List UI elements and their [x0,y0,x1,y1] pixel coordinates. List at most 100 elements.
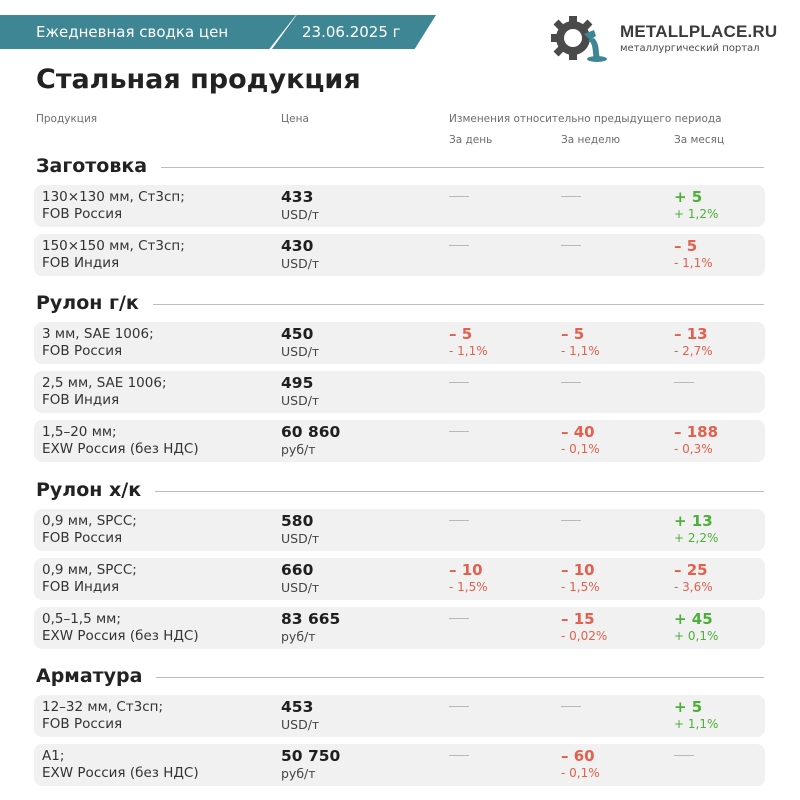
price-unit: руб/т [281,442,316,457]
product-basis: FOB Индия [42,255,120,271]
table-row: 150×150 мм, Ст3сп; FOB Индия 430 USD/т – 5- … [34,234,765,276]
logo-subtitle: металлургический портал [620,43,760,54]
product-basis: EXW Россия (без НДС) [42,765,199,781]
change-value: – 188 [674,423,719,441]
column-header-month: За месяц [674,134,725,146]
banner-date-shape [272,15,436,49]
change-percent: - 1,5% [561,580,600,594]
change-value: – 5 [674,237,698,255]
change-week: – 10- 1,5% [561,561,671,596]
no-change-dash [449,706,469,707]
column-header-day: За день [449,134,493,146]
no-change-dash [449,618,469,619]
change-percent: - 0,3% [674,442,713,456]
change-month: + 5 + 1,2% [674,188,784,223]
section-title: Рулон х/к [36,479,156,501]
product-name: 130×130 мм, Ст3сп; FOB Россия [42,189,185,223]
section-title: Арматура [36,665,157,687]
section-title: Рулон г/к [36,292,153,314]
gear-logo-icon [551,16,607,62]
change-percent: - 1,5% [449,580,488,594]
banner-label: Ежедневная сводка цен [36,23,229,41]
price-value: 433 [281,188,314,206]
change-month: – 25- 3,6% [674,561,784,596]
price-unit: USD/т [281,531,320,546]
page-title: Стальная продукция [36,64,361,95]
section-header: Рулон г/к [36,292,764,316]
change-value: – 10 [561,561,595,579]
product-basis: FOB Индия [42,392,120,408]
no-change-dash [449,382,469,383]
change-percent: + 0,1% [674,629,719,643]
product-spec: 3 мм, SAE 1006; [42,326,154,342]
price-unit: руб/т [281,629,316,644]
no-change-dash [561,245,581,246]
column-header-changes: Изменения относительно предыдущего перио… [449,113,722,125]
section-header: Заготовка [36,155,764,179]
change-value: – 5 [561,325,585,343]
section-header: Рулон х/к [36,479,764,503]
change-value: + 13 [674,512,713,530]
change-value: + 5 [674,698,703,716]
product-basis: FOB Россия [42,343,123,359]
product-name: 0,9 мм, SPCC; FOB Индия [42,562,137,596]
price-value: 495 [281,374,314,392]
table-row: 3 мм, SAE 1006; FOB Россия 450 USD/т – 5- 1,… [34,322,765,364]
section-title: Заготовка [36,155,162,177]
price-value: 60 860 [281,423,341,441]
product-spec: 12–32 мм, Ст3сп; [42,699,164,715]
change-value: – 25 [674,561,708,579]
change-month: – 5- 1,1% [674,237,784,272]
table-row: 0,5–1,5 мм; EXW Россия (без НДС) 83 665 руб… [34,607,765,649]
product-name: 0,5–1,5 мм; EXW Россия (без НДС) [42,611,199,645]
no-change-dash [561,196,581,197]
section-divider [36,677,764,678]
no-change-dash [674,755,694,756]
table-row: A1; EXW Россия (без НДС) 50 750 руб/т – 60- … [34,744,765,786]
product-name: 3 мм, SAE 1006; FOB Россия [42,326,154,360]
change-day: – 5- 1,1% [449,325,559,360]
change-week: – 5- 1,1% [561,325,671,360]
change-percent: - 2,7% [674,344,713,358]
change-month: + 5 + 1,1% [674,698,784,733]
price-unit: USD/т [281,717,320,732]
change-week: – 60- 0,1% [561,747,671,782]
no-change-dash [674,382,694,383]
product-spec: A1; [42,748,65,764]
change-value: + 5 [674,188,703,206]
column-header-product: Продукция [36,113,98,125]
banner-label-shape [0,15,296,49]
table-row: 2,5 мм, SAE 1006; FOB Индия 495 USD/т [34,371,765,413]
change-month: + 13 + 2,2% [674,512,784,547]
change-percent: - 1,1% [449,344,488,358]
change-percent: - 1,1% [674,256,713,270]
price-unit: USD/т [281,393,320,408]
section-divider [36,304,764,305]
column-header-week: За неделю [561,134,621,146]
price-unit: USD/т [281,580,320,595]
product-basis: EXW Россия (без НДС) [42,628,199,644]
price-value: 580 [281,512,314,530]
no-change-dash [449,431,469,432]
product-name: 0,9 мм, SPCC; FOB Россия [42,513,137,547]
product-spec: 130×130 мм, Ст3сп; [42,189,185,205]
change-percent: + 2,2% [674,531,719,545]
product-name: A1; EXW Россия (без НДС) [42,748,199,782]
price-unit: USD/т [281,256,320,271]
price-value: 430 [281,237,314,255]
column-header-price: Цена [281,113,309,125]
price-unit: руб/т [281,766,316,781]
table-row: 1,5–20 мм; EXW Россия (без НДС) 60 860 руб/… [34,420,765,462]
table-row: 130×130 мм, Ст3сп; FOB Россия 433 USD/т + 5 +… [34,185,765,227]
product-basis: FOB Россия [42,206,123,222]
no-change-dash [449,245,469,246]
product-name: 12–32 мм, Ст3сп; FOB Россия [42,699,163,733]
price-value: 450 [281,325,314,343]
product-spec: 0,9 мм, SPCC; [42,562,137,578]
product-spec: 0,9 мм, SPCC; [42,513,137,529]
price-value: 453 [281,698,314,716]
product-spec: 0,5–1,5 мм; [42,611,121,627]
product-name: 150×150 мм, Ст3сп; FOB Индия [42,238,185,272]
change-month: – 188- 0,3% [674,423,784,458]
change-percent: - 1,1% [561,344,600,358]
